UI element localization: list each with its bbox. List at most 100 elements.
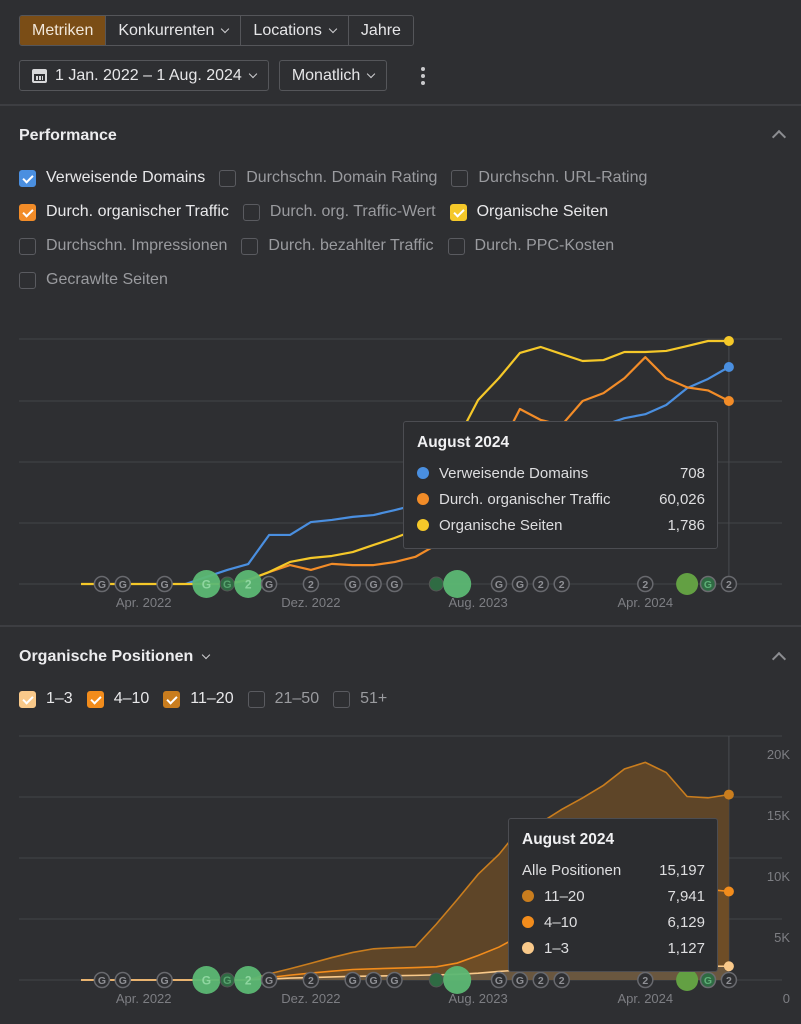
tooltip-row: 1–3 1,127 (522, 935, 705, 961)
annotation-icon (302, 575, 320, 593)
tab-locations[interactable]: Locations (240, 16, 348, 45)
y-tick-label: 15K (767, 808, 790, 823)
date-range-button[interactable]: 1 Jan. 2022 – 1 Aug. 2024 (19, 60, 269, 91)
tooltip-title: August 2024 (522, 831, 615, 848)
google-update-icon (114, 971, 132, 989)
event-marker-dark (428, 972, 444, 988)
filter-label: 1–3 (46, 690, 73, 707)
date-range-label: 1 Jan. 2022 – 1 Aug. 2024 (55, 66, 242, 84)
x-tick-label: Apr. 2024 (617, 595, 673, 610)
event-marker-highlight (192, 966, 221, 994)
google-update-icon (365, 971, 382, 989)
tooltip-row: 11–20 7,941 (522, 883, 705, 909)
metric-checkbox-organic-traffic[interactable]: Durch. organischer Traffic (19, 203, 229, 221)
kebab-vertical-icon[interactable] (417, 63, 429, 89)
series-dot-icon (522, 916, 534, 928)
metric-checkbox-traffic-value[interactable]: Durch. org. Traffic-Wert (242, 203, 436, 221)
x-tick-label: Apr. 2022 (116, 991, 172, 1006)
metric-checkbox-domain-rating[interactable]: Durchschn. Domain Rating (219, 169, 437, 187)
position-filter-51-plus[interactable]: 51+ (333, 690, 387, 708)
event-marker-label: G (119, 579, 127, 591)
performance-tooltip: August 2024 Verweisende Domains 708 Durch… (403, 421, 718, 549)
position-filter-4-10[interactable]: 4–10 (86, 690, 149, 708)
google-update-icon (260, 575, 278, 593)
chevron-up-icon[interactable] (771, 650, 787, 662)
event-marker-label: G (495, 975, 503, 987)
annotation-icon (553, 575, 570, 593)
event-marker-label: G (161, 975, 169, 987)
event-marker-label: G (390, 975, 398, 987)
metric-checkbox-url-rating[interactable]: Durchschn. URL-Rating (451, 169, 647, 187)
metric-checkbox-ppc-cost[interactable]: Durch. PPC-Kosten (447, 237, 615, 255)
position-filters: 1–3 4–10 11–20 21–50 51+ (19, 690, 387, 708)
annotation-icon (637, 575, 654, 593)
metric-checkbox-organic-pages[interactable]: Organische Seiten (449, 203, 608, 221)
metric-checkbox-crawled-pages[interactable]: Gecrawlte Seiten (19, 271, 168, 289)
chevron-up-icon[interactable] (771, 128, 787, 140)
x-tick-label: Apr. 2024 (617, 991, 673, 1006)
chevron-down-icon (221, 24, 230, 33)
metric-checkbox-impressions[interactable]: Durchschn. Impressionen (19, 237, 227, 255)
event-marker-label: G (202, 974, 211, 988)
google-update-icon (386, 971, 403, 989)
event-marker-label: 2 (538, 975, 544, 987)
tooltip-row: 4–10 6,129 (522, 909, 705, 935)
tooltip-total-row: Alle Positionen 15,197 (522, 857, 705, 883)
y-tick-label: 5K (774, 930, 790, 945)
tooltip-series-name: 4–10 (544, 913, 578, 931)
tooltip-series-value: 1,127 (667, 939, 705, 957)
positions-title[interactable]: Organische Positionen (19, 648, 211, 666)
event-marker-label: G (349, 579, 357, 591)
series-endpoint (723, 789, 734, 800)
event-marker-label: G (161, 579, 169, 591)
positions-tooltip: August 2024 Alle Positionen 15,197 11–20 7… (508, 818, 718, 972)
metric-label: Durch. org. Traffic-Wert (269, 203, 436, 220)
checkbox-empty-icon (242, 203, 260, 221)
google-update-icon (344, 575, 361, 593)
tooltip-series-name: Verweisende Domains (439, 464, 589, 482)
series-11-20-area (81, 762, 729, 980)
metric-label: Durch. PPC-Kosten (474, 237, 615, 254)
interval-select[interactable]: Monatlich (278, 60, 388, 91)
position-filter-21-50[interactable]: 21–50 (247, 690, 319, 708)
checkbox-checked-icon (449, 203, 467, 221)
view-tabs: Metriken Konkurrenten Locations Jahre (19, 15, 414, 46)
series-dot-icon (417, 467, 429, 479)
event-marker-label: G (119, 975, 127, 987)
tooltip-series-value: 1,786 (667, 516, 705, 534)
x-tick-label: Aug. 2023 (448, 991, 507, 1006)
event-marker-olive (676, 573, 699, 595)
event-marker-label: 2 (538, 579, 544, 591)
annotation-icon (553, 971, 570, 989)
annotation-icon (302, 971, 320, 989)
metric-checkbox-verweisende-domains[interactable]: Verweisende Domains (19, 169, 205, 187)
position-filter-1-3[interactable]: 1–3 (19, 690, 73, 708)
tab-konkurrenten[interactable]: Konkurrenten (105, 16, 241, 45)
series-dot-icon (522, 942, 534, 954)
tab-jahre[interactable]: Jahre (347, 16, 413, 45)
section-divider (0, 104, 801, 106)
metric-checkbox-paid-traffic[interactable]: Durch. bezahlter Traffic (241, 237, 434, 255)
event-marker-label: 2 (559, 579, 565, 591)
tooltip-series-name: 1–3 (544, 939, 570, 957)
event-marker-label: 2 (642, 579, 648, 591)
position-filter-11-20[interactable]: 11–20 (163, 690, 234, 708)
event-marker-highlight (192, 570, 221, 598)
google-update-icon (490, 971, 508, 989)
checkbox-empty-icon (241, 237, 259, 255)
tooltip-title: August 2024 (417, 434, 510, 451)
event-marker-label: G (704, 579, 712, 591)
google-update-icon (511, 971, 529, 989)
series-endpoint (723, 396, 734, 406)
google-update-icon (699, 971, 717, 989)
checkbox-empty-icon (333, 690, 351, 708)
google-update-icon (699, 575, 717, 593)
chevron-down-icon (328, 24, 338, 33)
y-tick-label: 20K (767, 747, 790, 762)
tooltip-series-name: Durch. organischer Traffic (439, 490, 611, 508)
event-marker-label: 2 (559, 975, 565, 987)
performance-title: Performance (19, 127, 117, 144)
tab-metriken[interactable]: Metriken (20, 16, 106, 45)
tooltip-series-value: 60,026 (659, 490, 705, 508)
